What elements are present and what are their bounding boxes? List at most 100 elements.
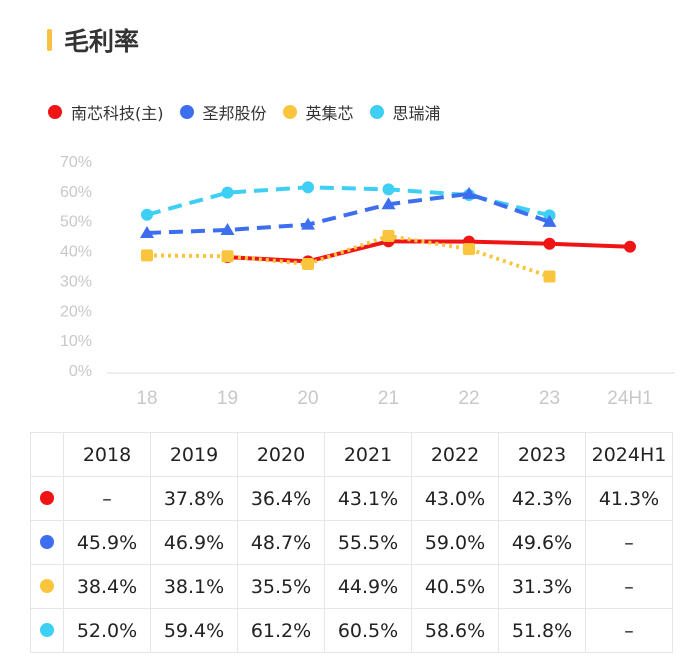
data-point bbox=[462, 186, 476, 199]
y-tick-label: 50% bbox=[60, 214, 92, 231]
table-cell: 36.4% bbox=[237, 476, 325, 521]
data-point bbox=[302, 181, 314, 194]
series-dot-icon bbox=[40, 578, 54, 593]
data-point bbox=[543, 270, 556, 283]
data-point bbox=[141, 249, 153, 262]
data-point bbox=[382, 183, 395, 196]
x-tick-label: 20 bbox=[297, 388, 318, 409]
table-header: 2024H1 bbox=[585, 432, 673, 477]
data-point bbox=[221, 186, 234, 199]
table-cell: – bbox=[585, 608, 673, 653]
legend: 南芯科技(主) 圣邦股份 英集芯 思瑞浦 bbox=[48, 100, 441, 124]
title-text: 毛利率 bbox=[64, 27, 140, 56]
legend-item[interactable]: 圣邦股份 bbox=[179, 100, 267, 124]
table-cell: 46.9% bbox=[150, 520, 238, 565]
table-row: 52.0% 59.4% 61.2% 60.5% 58.6% 51.8% – bbox=[30, 608, 673, 653]
row-marker bbox=[30, 608, 64, 653]
y-tick-label: 0% bbox=[69, 363, 92, 380]
series-line bbox=[146, 185, 550, 218]
legend-dot-icon bbox=[179, 105, 194, 119]
data-point bbox=[382, 229, 395, 242]
y-tick-label: 60% bbox=[60, 184, 92, 201]
table-cell: 37.8% bbox=[150, 476, 238, 521]
data-point bbox=[140, 225, 154, 238]
series-line bbox=[146, 191, 551, 235]
table-row: 45.9% 46.9% 48.7% 55.5% 59.0% 49.6% – bbox=[30, 520, 673, 565]
table-cell: 44.9% bbox=[324, 564, 412, 609]
y-tick-label: 70% bbox=[60, 154, 92, 171]
table-cell: 58.6% bbox=[411, 608, 499, 653]
y-tick-label: 20% bbox=[60, 303, 92, 320]
series-dot-icon bbox=[40, 622, 54, 637]
table-cell: 48.7% bbox=[237, 520, 325, 565]
legend-label: 思瑞浦 bbox=[392, 104, 441, 123]
legend-item[interactable]: 南芯科技(主) bbox=[48, 100, 164, 124]
series-dot-icon bbox=[40, 534, 54, 549]
table-cell: 35.5% bbox=[237, 564, 325, 609]
legend-dot-icon bbox=[369, 105, 384, 119]
table-cell: 38.4% bbox=[63, 564, 151, 609]
table-cell: 55.5% bbox=[324, 520, 412, 565]
data-point bbox=[301, 217, 315, 230]
table-cell: 59.0% bbox=[411, 520, 499, 565]
x-tick-label: 19 bbox=[217, 388, 238, 409]
data-point bbox=[381, 197, 396, 210]
legend-label: 南芯科技(主) bbox=[71, 104, 164, 123]
data-point bbox=[624, 240, 636, 253]
legend-item[interactable]: 思瑞浦 bbox=[369, 100, 441, 124]
legend-label: 英集芯 bbox=[305, 104, 354, 123]
table-cell: 41.3% bbox=[585, 476, 673, 521]
table-header-row: 2018 2019 2020 2021 2022 2023 2024H1 bbox=[30, 432, 673, 477]
x-tick-label: 18 bbox=[136, 388, 157, 409]
series-line bbox=[146, 233, 551, 279]
table-cell: 31.3% bbox=[498, 564, 586, 609]
y-tick-label: 40% bbox=[60, 244, 92, 261]
table-cell: 40.5% bbox=[411, 564, 499, 609]
section-title: 毛利率 bbox=[47, 22, 139, 58]
data-point bbox=[141, 208, 153, 221]
table-cell: 52.0% bbox=[63, 608, 151, 653]
title-accent-bar bbox=[47, 29, 52, 51]
data-point bbox=[221, 250, 234, 263]
table-header: 2020 bbox=[237, 432, 325, 477]
table-header: 2021 bbox=[324, 432, 412, 477]
series-dot-icon bbox=[40, 490, 54, 505]
table-cell: 45.9% bbox=[63, 520, 151, 565]
x-tick-label: 21 bbox=[378, 388, 399, 409]
data-point bbox=[463, 243, 475, 256]
data-point bbox=[543, 237, 556, 250]
data-point bbox=[542, 214, 557, 227]
legend-label: 圣邦股份 bbox=[202, 104, 267, 123]
table-cell: 49.6% bbox=[498, 520, 586, 565]
legend-dot-icon bbox=[282, 105, 297, 119]
row-marker bbox=[30, 520, 64, 565]
y-tick-label: 10% bbox=[60, 333, 92, 350]
table-cell: – bbox=[63, 476, 151, 521]
table-cell: 59.4% bbox=[150, 608, 238, 653]
table-header: 2018 bbox=[63, 432, 151, 477]
table-header bbox=[30, 432, 64, 477]
legend-item[interactable]: 英集芯 bbox=[282, 100, 354, 124]
table-row: –37.8% 36.4% 43.1% 43.0% 42.3% 41.3% bbox=[30, 476, 673, 521]
data-point bbox=[302, 258, 314, 271]
line-chart: 0% 10% 20% 30% 40% 50% 60% 70% 18 19 20 21 22 23 24H1 bbox=[60, 154, 675, 409]
table-cell: 60.5% bbox=[324, 608, 412, 653]
y-tick-label: 30% bbox=[60, 273, 92, 290]
row-marker bbox=[30, 564, 64, 609]
x-tick-label: 22 bbox=[458, 388, 479, 409]
x-tick-label: 23 bbox=[539, 388, 560, 409]
table-cell: 51.8% bbox=[498, 608, 586, 653]
table-row: 38.4% 38.1% 35.5% 44.9% 40.5% 31.3% – bbox=[30, 564, 673, 609]
table-cell: – bbox=[585, 564, 673, 609]
data-table: 2018 2019 2020 2021 2022 2023 2024H1 –37… bbox=[30, 432, 673, 653]
x-tick-label: 24H1 bbox=[607, 388, 652, 409]
table-cell: 38.1% bbox=[150, 564, 238, 609]
table-cell: 43.0% bbox=[411, 476, 499, 521]
table-header: 2023 bbox=[498, 432, 586, 477]
table-cell: 43.1% bbox=[324, 476, 412, 521]
table-cell: 61.2% bbox=[237, 608, 325, 653]
table-cell: 42.3% bbox=[498, 476, 586, 521]
legend-dot-icon bbox=[48, 105, 62, 119]
table-header: 2022 bbox=[411, 432, 499, 477]
data-point bbox=[220, 222, 235, 235]
